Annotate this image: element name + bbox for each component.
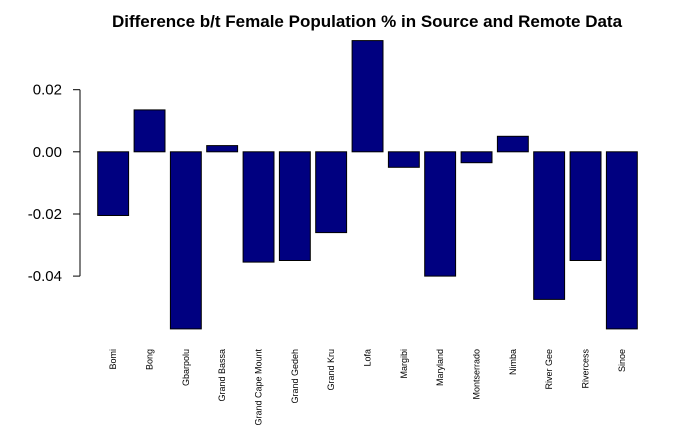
category-label: River Gee [544,349,554,390]
category-label: Grand Kru [326,349,336,391]
bar-margibi [387,151,420,168]
bar-lofa [351,40,384,153]
y-tick-label: -0.02 [28,206,62,223]
bar-grand-kru [315,151,348,234]
category-label: Grand Gedeh [290,349,300,404]
bar-gbarpolu [169,151,202,330]
category-label: Nimba [508,349,518,375]
bar-grand-cape-mount [242,151,275,263]
bar-grand-bassa [206,145,239,153]
category-label: Bong [145,349,155,370]
category-label: Sinoe [617,349,627,372]
y-tick-label: 0.00 [33,144,62,161]
bar-rivercess [569,151,602,261]
category-label: Grand Cape Mount [254,349,264,426]
y-tick-label: -0.04 [28,268,62,285]
category-label: Grand Bassa [217,349,227,402]
bar-river-gee [533,151,566,300]
bar-montserrado [460,151,493,164]
bar-grand-gedeh [278,151,311,261]
y-axis: -0.04 -0.02 0.00 0.02 [28,82,81,285]
category-label: Bomi [108,349,118,370]
category-label: Margibi [399,349,409,379]
bar-sinoe [605,151,638,330]
category-label: Lofa [363,349,373,367]
category-label: Rivercess [581,349,591,389]
bar-bomi [97,151,130,217]
bar-bong [133,109,166,153]
category-label: Gbarpolu [181,349,191,386]
category-labels: Bomi Bong Gbarpolu Grand Bassa Grand Cape Mo… [108,349,627,426]
category-label: Montserrado [472,349,482,400]
y-tick-label: 0.02 [33,82,62,99]
chart-title: Difference b/t Female Population % in So… [112,12,623,31]
bars [97,40,638,330]
bar-maryland [424,151,457,277]
bar-nimba [496,135,529,153]
category-label: Maryland [435,349,445,386]
